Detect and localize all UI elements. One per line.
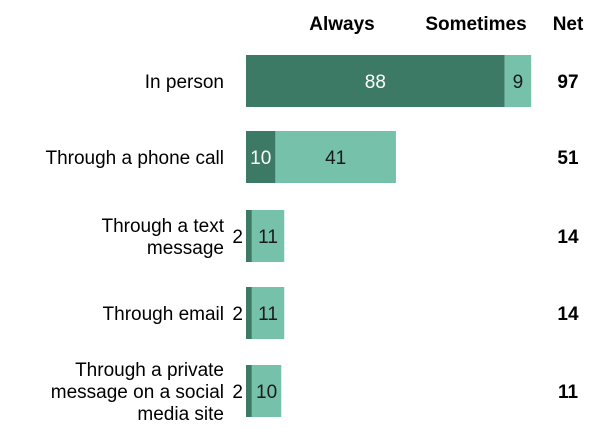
value-label-sometimes: 41 [325,148,346,169]
net-value: 97 [557,72,578,93]
category-label-line: Through a text [101,216,224,237]
net-value: 11 [558,382,579,403]
value-label-sometimes: 11 [258,304,278,325]
bar-sometimes [275,131,396,183]
chart-row: Through a text message 2 11 14 [101,210,579,262]
bar-sometimes [251,287,285,339]
value-label-always: 2 [232,304,243,325]
chart-row: In person 88 9 97 [145,55,579,107]
value-label-always: 2 [232,382,243,403]
category-label-line: Through email [103,304,224,325]
bar-always [246,287,252,339]
net-value: 14 [557,304,579,325]
net-value: 51 [557,148,579,169]
category-label-line: Through a phone call [45,148,224,169]
category-label-line: message [147,238,224,259]
value-label-always: 88 [365,72,386,93]
category-label: Through a phone call [45,148,224,169]
header-net: Net [553,14,584,35]
header-always: Always [309,14,374,35]
bar-sometimes [251,210,285,262]
bar-always [246,210,252,262]
column-headers: Always Sometimes Net [309,14,584,35]
bar-always [246,365,252,417]
value-label-sometimes: 10 [256,382,277,403]
category-label: Through a private message on a social medi… [51,360,224,425]
header-sometimes: Sometimes [425,14,526,35]
chart-row: Through a private message on a social medi… [51,360,579,425]
bar-sometimes [251,365,282,417]
net-value: 14 [557,227,579,248]
category-label: Through email [103,304,224,325]
value-label-sometimes: 9 [513,72,524,93]
chart-row: Through a phone call 10 41 51 [45,131,579,183]
bar-always [246,131,276,183]
value-label-sometimes: 11 [258,227,278,248]
category-label-line: Through a private [75,360,224,381]
category-label-line: media site [137,404,224,425]
bar-always [246,55,505,107]
value-label-always: 10 [250,148,271,169]
category-label: Through a text message [101,216,224,259]
category-label-line: message on a social [51,382,224,403]
chart-rows: In person 88 9 97 Through a phone call 10 41 51… [45,55,579,425]
category-label-line: In person [145,72,224,93]
bar-sometimes [504,55,532,107]
chart-row: Through email 2 11 14 [103,287,579,339]
category-label: In person [145,72,224,93]
value-label-always: 2 [232,227,243,248]
